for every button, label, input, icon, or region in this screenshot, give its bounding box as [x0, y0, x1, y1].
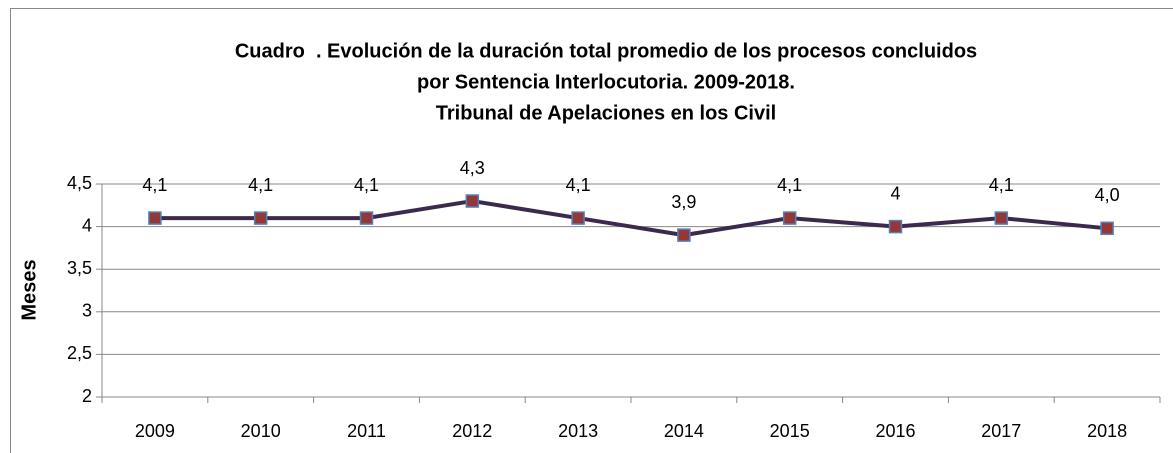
data-label: 4,0	[1095, 185, 1120, 205]
marker	[1100, 221, 1114, 236]
x-tick-label: 2012	[452, 421, 492, 441]
marker	[994, 211, 1009, 225]
y-axis-label: Meses	[18, 259, 40, 320]
data-label: 4,1	[566, 175, 591, 195]
marker	[359, 211, 374, 225]
x-tick-label: 2018	[1087, 421, 1127, 441]
y-tick-label: 3,5	[67, 258, 92, 278]
marker	[782, 211, 797, 225]
data-label: 4,1	[142, 175, 167, 195]
marker	[253, 211, 268, 225]
marker	[888, 219, 903, 234]
chart-title: Tribunal de Apelaciones en los Civil	[436, 102, 776, 124]
x-tick-label: 2017	[981, 421, 1021, 441]
x-tick-label: 2016	[875, 421, 915, 441]
y-tick-label: 2,5	[67, 343, 92, 363]
data-label: 4,1	[989, 175, 1014, 195]
x-tick-label: 2011	[347, 421, 386, 441]
y-tick-label: 4	[82, 215, 92, 235]
y-tick-label: 4,5	[67, 173, 92, 193]
data-label: 4	[890, 183, 900, 203]
y-tick-label: 2	[82, 386, 92, 406]
data-label: 3,9	[671, 192, 696, 212]
chart-title: por Sentencia Interlocutoria. 2009-2018.	[417, 71, 795, 93]
x-tick-label: 2015	[770, 421, 810, 441]
x-tick-label: 2014	[664, 421, 704, 441]
y-tick-label: 3	[82, 301, 92, 321]
data-label: 4,1	[354, 175, 379, 195]
x-tick-label: 2010	[241, 421, 281, 441]
data-label: 4,3	[460, 158, 485, 178]
x-tick-label: 2013	[558, 421, 598, 441]
marker	[677, 228, 691, 242]
marker	[148, 211, 162, 225]
marker	[465, 194, 480, 208]
line	[154, 199, 1108, 238]
chart-frame	[10, 8, 1173, 453]
marker	[571, 211, 585, 225]
data-label: 4,1	[248, 175, 273, 195]
data-label: 4,1	[777, 175, 802, 195]
x-tick-label: 2009	[135, 421, 175, 441]
chart-title: Cuadro . Evolución de la duración total …	[235, 40, 977, 62]
